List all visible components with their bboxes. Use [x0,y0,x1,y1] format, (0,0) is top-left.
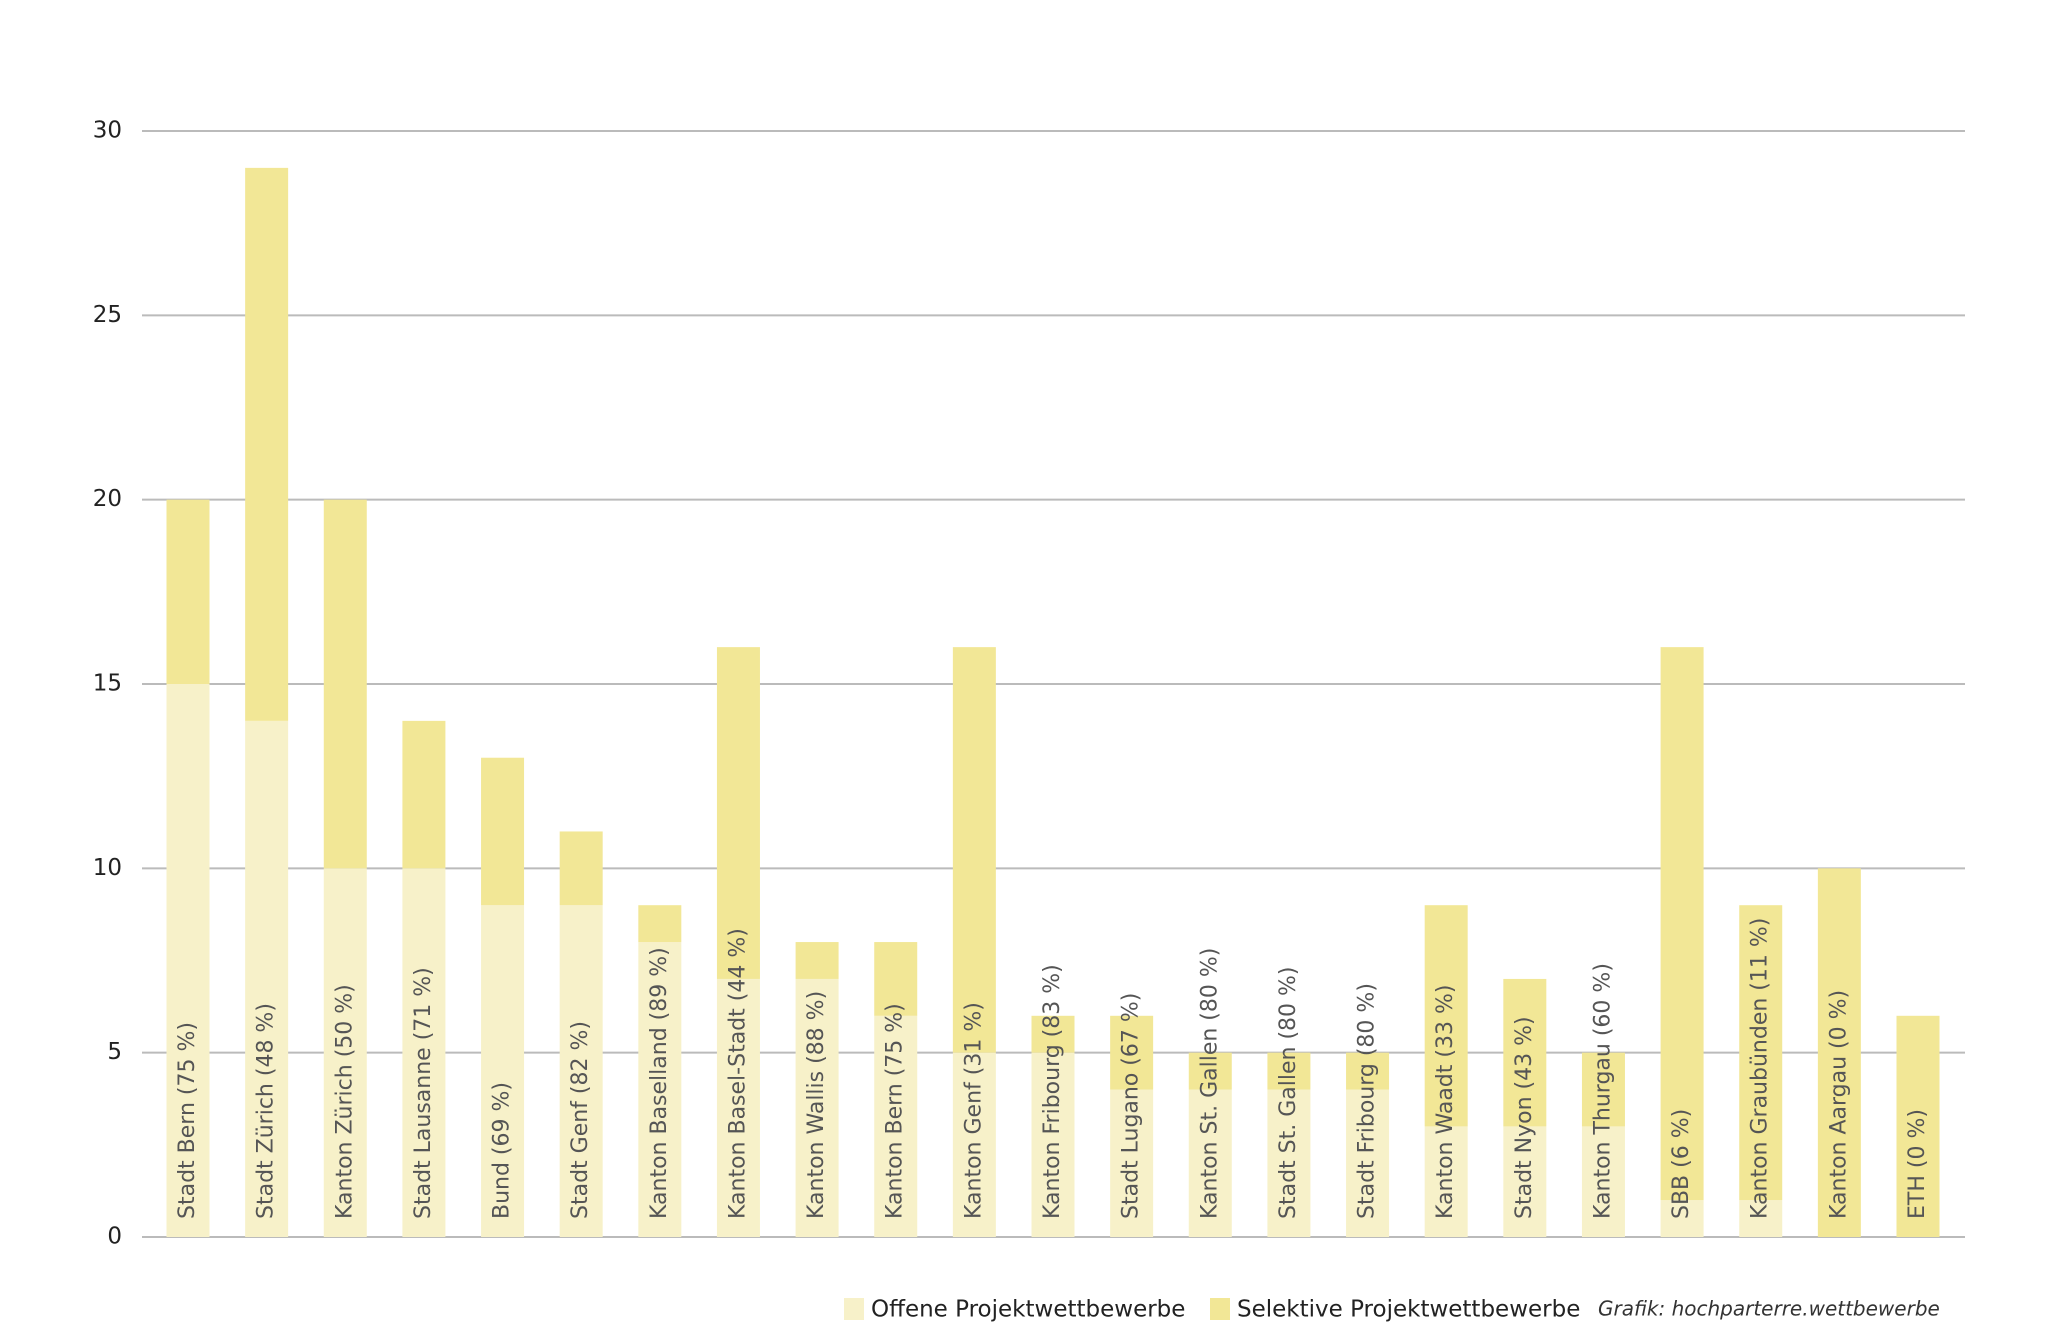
bar-segment [323,868,367,1237]
bar-label: Stadt Lugano (67 %) [1119,993,1144,1219]
bar-segment [1346,1052,1390,1090]
bar-segment [874,1015,918,1237]
bar-label: Stadt Fribourg (80 %) [1355,983,1380,1219]
bar-label: Stadt Nyon (43 %) [1512,1016,1537,1219]
bar-label: Bund (69 %) [490,1082,515,1219]
bar-segment [1503,1126,1547,1237]
bar-label: Kanton Graubünden (11 %) [1748,918,1773,1219]
bar-segment [1110,1015,1154,1090]
bar-segment [402,868,446,1237]
bar-segment [1346,1089,1390,1237]
bar-segment [638,942,682,1237]
bar-segment [559,905,603,1237]
bar-segment [1660,1200,1704,1237]
bar-segment [1188,1052,1232,1090]
bar-segment [1267,1089,1311,1237]
bar-segment [245,720,289,1237]
bar-segment [874,942,918,1016]
bar-label: Kanton Genf (31 %) [961,1002,986,1219]
bar-segment [952,1052,996,1237]
y-tick-label: 10 [93,855,122,881]
bar-label: Stadt Genf (82 %) [568,1021,593,1219]
y-tick-label: 30 [93,118,122,144]
bar-segment [1739,1200,1783,1237]
bar-segment [166,684,210,1237]
bar-segment [1031,1052,1075,1237]
bar-segment [402,720,446,869]
bar-label: Kanton Zürich (50 %) [332,984,357,1219]
bar-label: Kanton Aargau (0 %) [1826,990,1851,1219]
bar-label: Kanton Thurgau (60 %) [1590,963,1615,1219]
bar-label: Stadt Zürich (48 %) [254,1003,279,1219]
bar-segment [1739,905,1783,1201]
bar-label: Stadt Lausanne (71 %) [411,967,436,1219]
bar-label: ETH (0 %) [1905,1109,1930,1219]
bar-segment [245,167,289,721]
bar-segment [795,942,839,979]
bar-segment [1188,1089,1232,1237]
bar-segment [323,499,367,869]
legend-label: Offene Projektwettbewerbe [871,1297,1185,1323]
bar-segment [952,647,996,1053]
y-tick-label: 25 [93,302,122,328]
bar-segment [638,905,682,943]
y-tick-label: 0 [107,1224,122,1250]
y-tick-label: 15 [93,671,122,697]
bar-label: Kanton St. Gallen (80 %) [1197,948,1222,1219]
bar-label: Kanton Basel-Stadt (44 %) [725,928,750,1219]
legend-swatch [1210,1298,1230,1320]
legend-swatch [844,1298,864,1320]
bar-segment [795,978,839,1237]
bar-segment [481,905,525,1237]
bar-label: Kanton Waadt (33 %) [1433,985,1458,1219]
bar-label: Kanton Wallis (88 %) [804,991,829,1219]
bar-label: SBB (6 %) [1669,1109,1694,1219]
y-tick-label: 20 [93,486,122,512]
bar-segment [1581,1052,1625,1127]
bar-segment [1110,1089,1154,1237]
bar-label: Kanton Fribourg (83 %) [1040,964,1065,1219]
bar-segment [1896,1015,1940,1237]
bar-segment [1267,1052,1311,1090]
bar-segment [716,647,760,979]
bar-segment [1660,647,1704,1201]
bar-label: Stadt St. Gallen (80 %) [1276,966,1301,1219]
bar-segment [1581,1126,1625,1237]
y-tick-label: 5 [107,1039,122,1065]
bar-segment [481,757,525,906]
bar-label: Kanton Bern (75 %) [883,1003,908,1219]
bar-segment [1031,1015,1075,1053]
bar-label: Stadt Bern (75 %) [175,1022,200,1219]
bar-segment [716,978,760,1237]
bar-segment [1424,905,1468,1127]
bar-segment [559,831,603,906]
bar-label: Kanton Baselland (89 %) [647,947,672,1219]
source: Grafik: hochparterre.wettbewerbe [1598,1297,1940,1321]
bar-segment [1817,868,1861,1237]
bar-segment [1503,978,1547,1127]
legend-label: Selektive Projektwettbewerbe [1237,1297,1580,1323]
bar-segment [166,499,210,684]
bar-segment [1424,1126,1468,1237]
